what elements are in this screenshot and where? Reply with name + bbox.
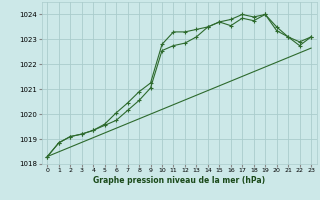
X-axis label: Graphe pression niveau de la mer (hPa): Graphe pression niveau de la mer (hPa) <box>93 176 265 185</box>
